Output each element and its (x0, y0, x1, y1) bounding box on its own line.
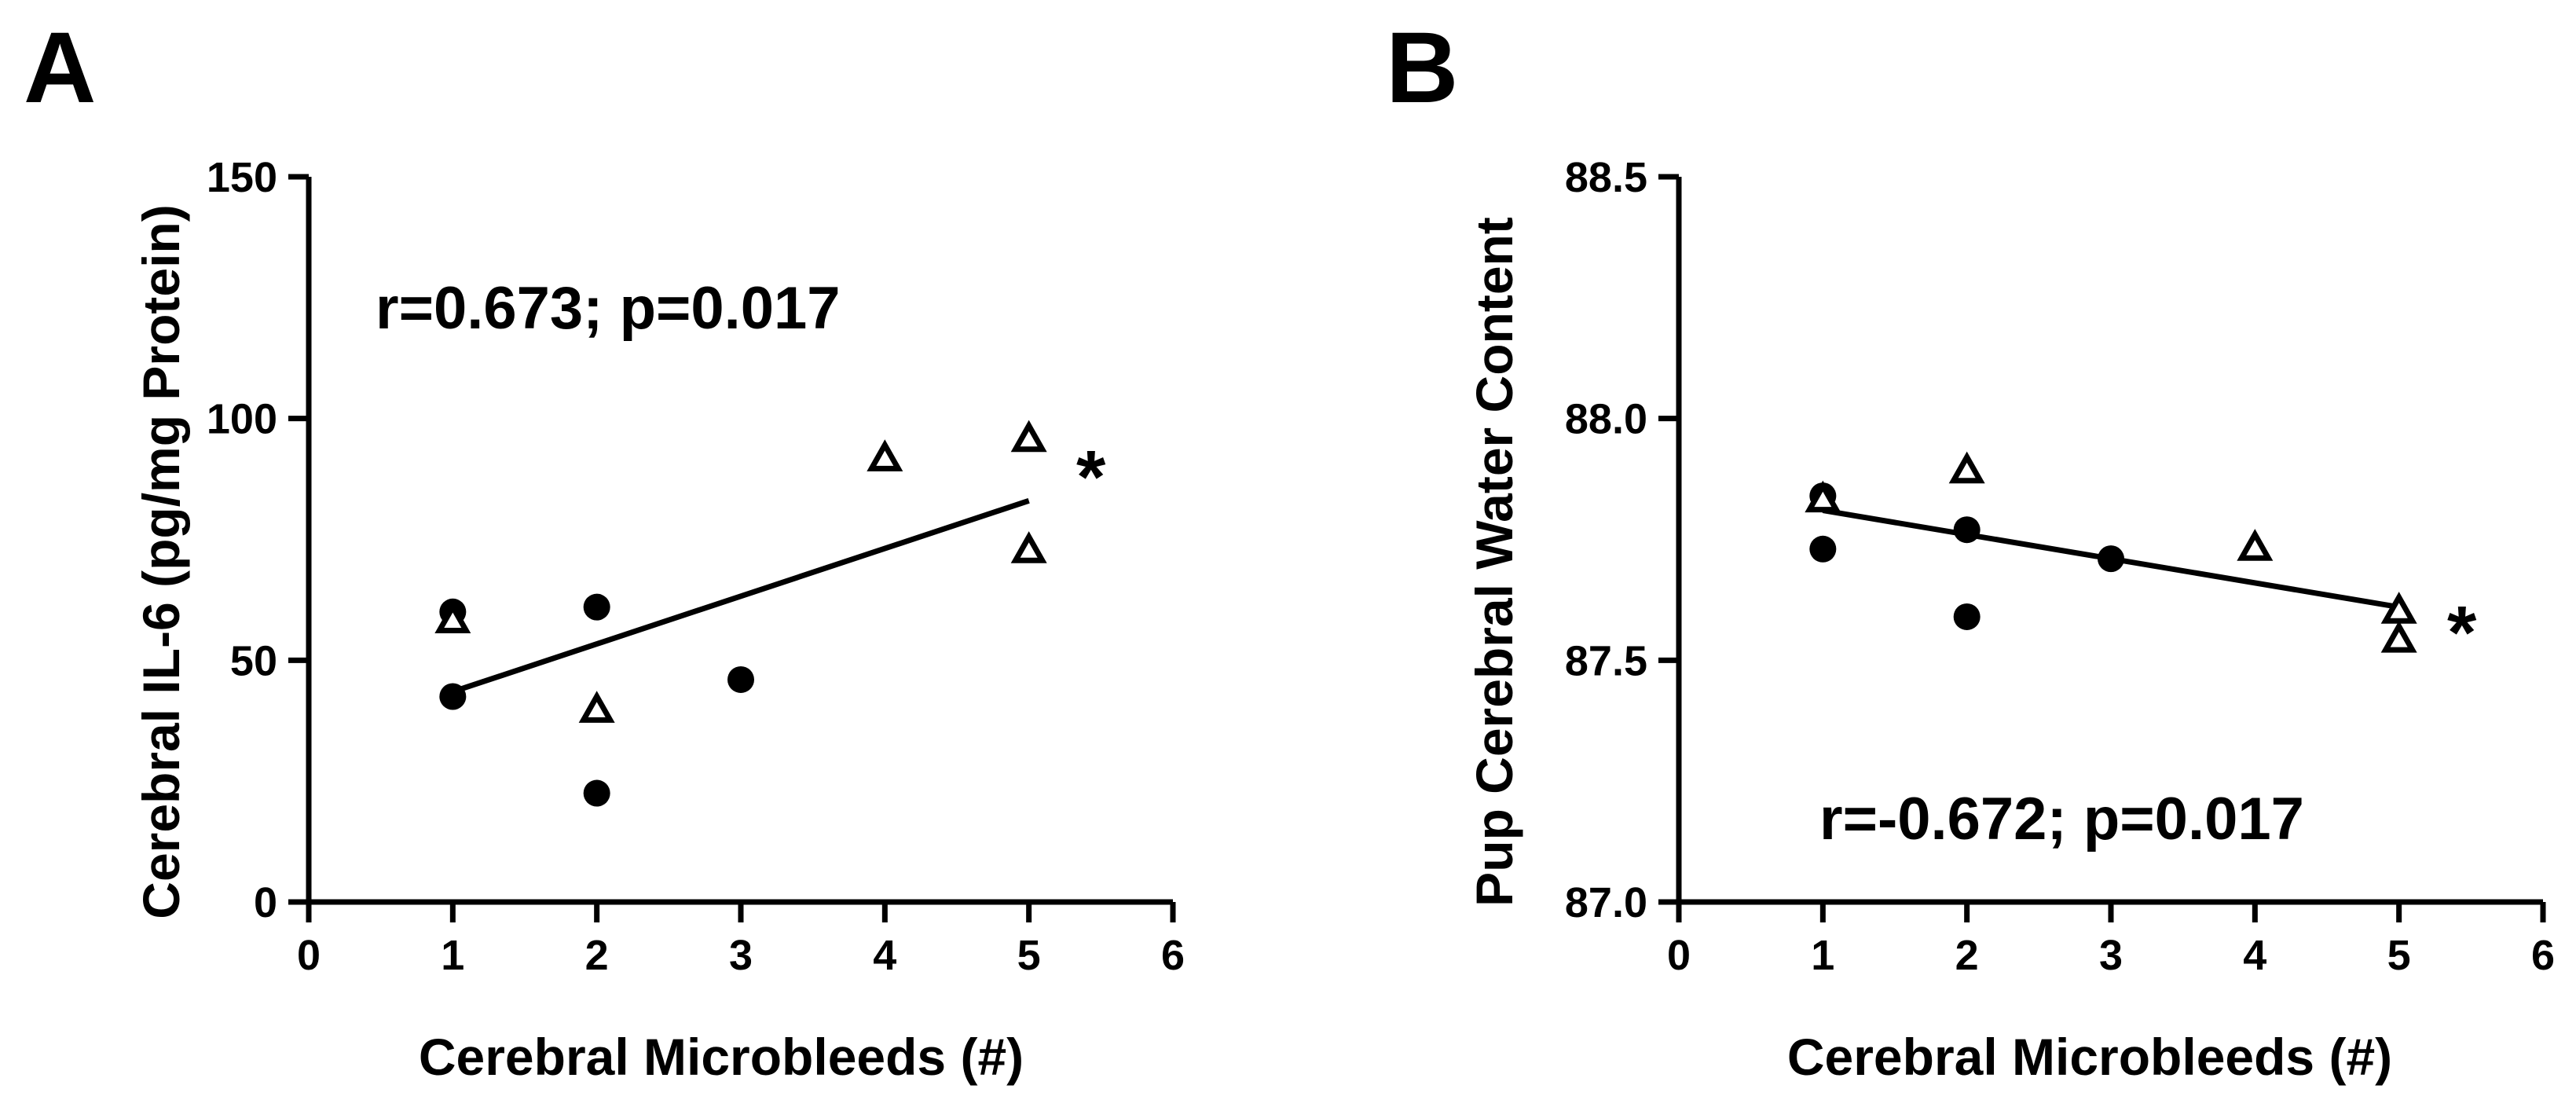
x-tick-label-b: 3 (2099, 932, 2123, 979)
regression-line-a (452, 497, 1030, 695)
x-tick-label-a: 1 (441, 932, 464, 979)
x-tick-label-b: 0 (1667, 932, 1691, 979)
significance-star-b: * (2447, 591, 2477, 675)
x-axis-title-a: Cerebral Microbleeds (#) (419, 1028, 1024, 1086)
x-tick-label-a: 5 (1017, 932, 1041, 979)
x-tick-label-a: 2 (585, 932, 609, 979)
data-point-triangle-a (578, 691, 615, 723)
x-tick-label-a: 4 (873, 932, 896, 979)
x-tick-label-a: 0 (297, 932, 321, 979)
y-tick-label-b: 87.0 (1565, 879, 1647, 926)
data-point-circle-a (583, 779, 610, 807)
y-tick-label-a: 100 (207, 396, 277, 443)
data-point-circle-a (439, 683, 467, 710)
y-tick-label-b: 88.0 (1565, 396, 1647, 443)
y-axis-title-b: Pup Cerebral Water Content (1465, 217, 1523, 907)
data-point-circle-a (583, 593, 610, 621)
data-point-triangle-b (2237, 529, 2274, 561)
data-point-triangle-b (2380, 621, 2417, 653)
y-tick-label-a: 0 (254, 879, 277, 926)
data-point-triangle-a (434, 601, 471, 634)
data-point-circle-b (1953, 516, 1981, 544)
y-tick-label-a: 150 (207, 154, 277, 201)
y-axis-title-a: Cerebral IL-6 (pg/mg Protein) (132, 204, 190, 918)
correlation-annotation-b: r=-0.672; p=0.017 (1819, 786, 2304, 852)
y-tick-label-a: 50 (230, 637, 277, 684)
x-tick-label-b: 5 (2387, 932, 2411, 979)
x-tick-label-b: 1 (1811, 932, 1834, 979)
data-point-circle-a (727, 666, 754, 693)
data-point-triangle-b (1948, 451, 1985, 484)
data-point-triangle-a (1010, 420, 1047, 453)
data-point-circle-b (1953, 603, 1981, 630)
panel-b: B Pup Cerebral Water Content Cerebral Mi… (1386, 12, 2555, 1086)
x-tick-label-a: 3 (729, 932, 753, 979)
data-point-triangle-b (2380, 592, 2417, 624)
y-tick-label-b: 87.5 (1565, 637, 1647, 684)
data-point-circle-b (2098, 545, 2124, 573)
data-point-circle-b (1809, 535, 1837, 563)
y-tick-label-b: 88.5 (1565, 154, 1647, 201)
x-tick-label-b: 6 (2531, 932, 2555, 979)
data-point-triangle-a (867, 439, 903, 471)
panel-a: A Cerebral IL-6 (pg/mg Protein) Cerebral… (24, 12, 1185, 1086)
x-tick-label-a: 6 (1161, 932, 1185, 979)
significance-star-a: * (1076, 435, 1106, 519)
data-point-triangle-b (1805, 480, 1841, 513)
x-axis-title-b: Cerebral Microbleeds (#) (1787, 1028, 2392, 1086)
correlation-annotation-a: r=0.673; p=0.017 (376, 275, 841, 342)
panel-label-a: A (24, 12, 96, 124)
x-tick-label-b: 2 (1955, 932, 1979, 979)
x-tick-label-b: 4 (2243, 932, 2266, 979)
data-point-triangle-a (1010, 531, 1047, 563)
panel-label-b: B (1386, 12, 1458, 124)
